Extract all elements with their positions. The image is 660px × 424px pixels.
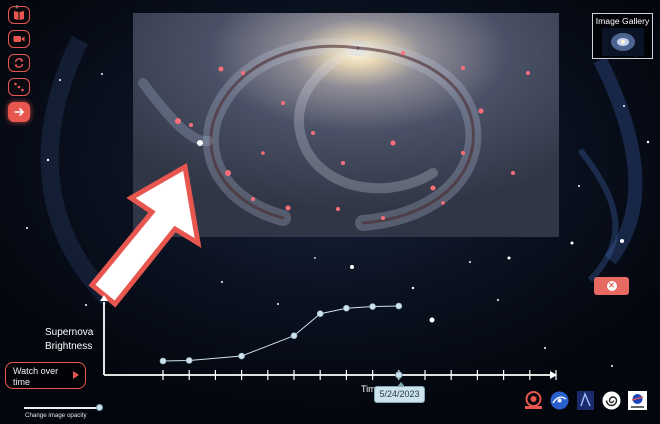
data-point[interactable]: [159, 357, 167, 365]
opacity-slider-label: Change image opacity: [25, 412, 87, 419]
book-button[interactable]: [8, 6, 30, 24]
data-points-button[interactable]: [8, 78, 30, 96]
spiral-logo: [602, 391, 621, 410]
time-slider-handle[interactable]: [395, 371, 403, 379]
data-point[interactable]: [395, 302, 403, 310]
data-point[interactable]: [185, 357, 193, 364]
book-icon: [14, 11, 24, 20]
pointer-arrow-icon: [88, 163, 202, 308]
y-axis-label-line1: Supernova: [45, 327, 94, 338]
partner-logos: [523, 390, 653, 415]
y-axis-label-line2: Brightness: [45, 341, 93, 352]
opacity-slider-handle[interactable]: [96, 404, 103, 411]
refresh-icon: [14, 58, 24, 68]
close-button[interactable]: ✕: [594, 277, 629, 295]
video-camera-icon: [13, 36, 25, 42]
video-button[interactable]: [8, 30, 30, 48]
watch-label-line2: time: [13, 377, 31, 387]
close-icon: ✕: [606, 281, 617, 291]
next-arrow-button[interactable]: [8, 102, 30, 122]
date-tooltip: 5/24/2023: [374, 382, 425, 403]
partner-logo: [577, 391, 594, 410]
data-point[interactable]: [238, 352, 245, 360]
watch-over-time-button[interactable]: Watch over time: [5, 362, 86, 389]
y-axis-label: Supernova Brightness: [45, 326, 93, 354]
galaxy-image: [133, 13, 559, 237]
arrow-right-icon: [14, 107, 25, 117]
data-point[interactable]: [316, 310, 324, 318]
cosmicds-logo: [525, 391, 542, 409]
refresh-button[interactable]: [8, 54, 30, 72]
scatter-dots-icon: [14, 82, 24, 92]
x-axis-label: Tim: [361, 384, 376, 394]
watch-label-line1: Watch over: [13, 366, 59, 376]
opacity-slider-track: [24, 407, 101, 409]
image-gallery-button[interactable]: Image Gallery: [592, 13, 653, 59]
left-toolbar: [8, 6, 30, 128]
x-axis-arrowhead: [550, 371, 557, 379]
nasa-partner-logo: [628, 391, 647, 410]
brightness-line: [162, 305, 399, 362]
image-opacity-slider[interactable]: [24, 403, 104, 415]
data-point[interactable]: [343, 304, 350, 312]
y-axis-arrowhead: [100, 295, 108, 301]
galaxy-thumbnail: [602, 28, 644, 56]
image-gallery-label: Image Gallery: [595, 16, 650, 26]
nasa-astrophysics-logo: [550, 391, 569, 410]
data-point[interactable]: [369, 303, 376, 310]
data-point[interactable]: [290, 332, 298, 340]
play-icon: [73, 371, 79, 379]
